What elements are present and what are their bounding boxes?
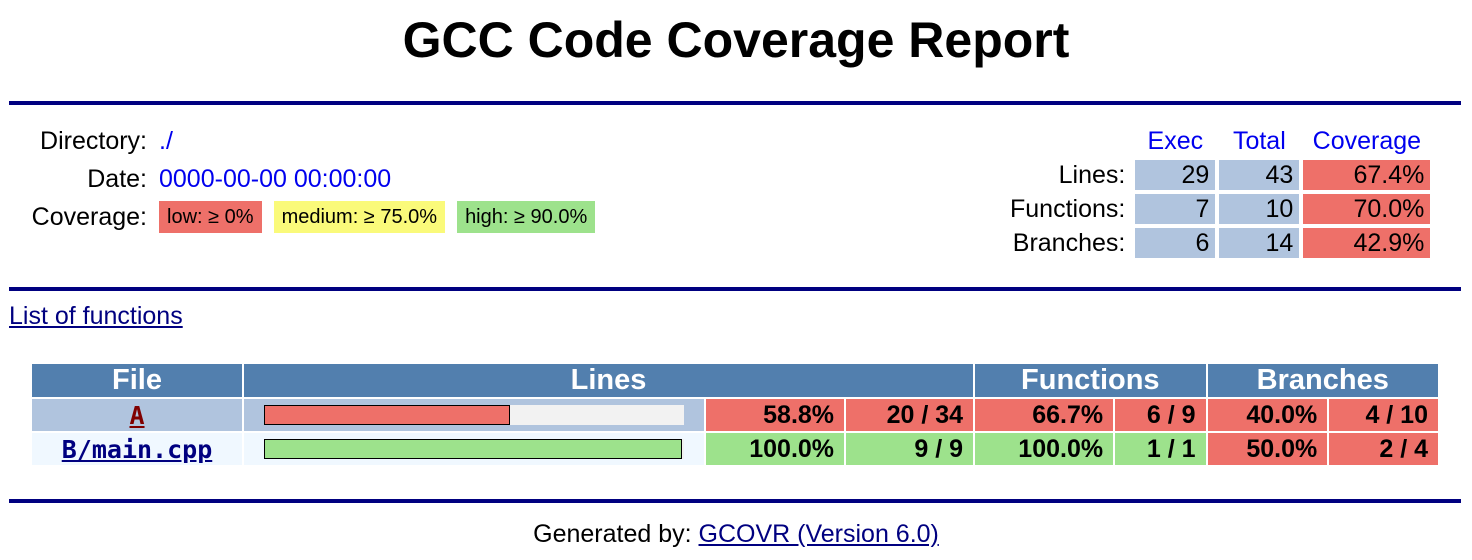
- legend-low: low: ≥ 0%: [159, 201, 262, 233]
- summary-exec: 6: [1135, 228, 1216, 258]
- table-row: B/main.cpp 100.0% 9 / 9 100.0% 1 / 1 50.…: [32, 433, 1438, 465]
- file-link-a[interactable]: A: [129, 400, 145, 430]
- coverage-bar-fill: [264, 439, 682, 459]
- summary-total: 10: [1219, 194, 1300, 224]
- gcovr-link[interactable]: GCOVR (Version 6.0): [698, 520, 939, 548]
- functions-percent: 100.0%: [975, 433, 1114, 465]
- summary-coverage: 42.9%: [1303, 228, 1431, 258]
- header-lines: Lines: [244, 364, 974, 397]
- legend-high: high: ≥ 90.0%: [457, 201, 596, 233]
- header-functions: Functions: [975, 364, 1206, 397]
- lines-fraction: 9 / 9: [846, 433, 974, 465]
- file-coverage-table: File Lines Functions Branches A 58.8% 20…: [30, 362, 1440, 467]
- date-label: Date:: [87, 164, 147, 193]
- table-header-row: File Lines Functions Branches: [32, 364, 1438, 397]
- generated-by-label: Generated by:: [533, 520, 692, 548]
- functions-percent: 66.7%: [975, 399, 1114, 431]
- divider: [9, 101, 1461, 105]
- summary-label: Functions:: [1010, 194, 1126, 223]
- functions-fraction: 1 / 1: [1115, 433, 1206, 465]
- directory-label: Directory:: [40, 126, 147, 155]
- divider: [9, 499, 1461, 503]
- directory-row: Directory: ./: [9, 122, 607, 160]
- summary-coverage: 70.0%: [1303, 194, 1431, 224]
- summary-label: Lines:: [1058, 160, 1126, 189]
- legend-medium: medium: ≥ 75.0%: [273, 201, 446, 233]
- branches-percent: 40.0%: [1207, 399, 1328, 431]
- file-link-b-main-cpp[interactable]: B/main.cpp: [61, 434, 213, 464]
- list-of-functions-link[interactable]: List of functions: [9, 302, 183, 330]
- summary-table: Exec Total Coverage Lines: 29 43 67.4% F…: [1000, 122, 1434, 262]
- table-row: A 58.8% 20 / 34 66.7% 6 / 9 40.0% 4 / 10: [32, 399, 1438, 431]
- summary-exec: 29: [1135, 160, 1216, 190]
- branches-fraction: 4 / 10: [1329, 399, 1438, 431]
- divider: [9, 287, 1461, 291]
- header-branches: Branches: [1207, 364, 1438, 397]
- page-title: GCC Code Coverage Report: [402, 12, 1070, 68]
- summary-header-exec: Exec: [1147, 126, 1204, 155]
- coverage-label: Coverage:: [31, 202, 147, 231]
- coverage-legend-row: Coverage: low: ≥ 0% medium: ≥ 75.0% high…: [9, 198, 607, 236]
- branches-percent: 50.0%: [1207, 433, 1328, 465]
- summary-row-functions: Functions: 7 10 70.0%: [1004, 194, 1431, 224]
- summary-total: 43: [1219, 160, 1300, 190]
- summary-label: Branches:: [1012, 228, 1126, 257]
- report-info: Directory: ./ Date: 0000-00-00 00:00:00 …: [9, 122, 607, 236]
- summary-row-branches: Branches: 6 14 42.9%: [1004, 228, 1431, 258]
- lines-percent: 100.0%: [706, 433, 845, 465]
- summary-header-coverage: Coverage: [1312, 126, 1422, 155]
- coverage-bar: [244, 399, 704, 431]
- functions-fraction: 6 / 9: [1115, 399, 1206, 431]
- header-file: File: [32, 364, 242, 397]
- summary-coverage: 67.4%: [1303, 160, 1431, 190]
- directory-value: ./: [159, 126, 173, 155]
- branches-fraction: 2 / 4: [1329, 433, 1438, 465]
- summary-total: 14: [1219, 228, 1300, 258]
- date-row: Date: 0000-00-00 00:00:00: [9, 160, 607, 198]
- lines-percent: 58.8%: [706, 399, 845, 431]
- coverage-bar-fill: [264, 405, 510, 425]
- coverage-bar: [244, 433, 704, 465]
- summary-exec: 7: [1135, 194, 1216, 224]
- date-value: 0000-00-00 00:00:00: [159, 164, 392, 193]
- footer: Generated by: GCOVR (Version 6.0): [0, 520, 1472, 549]
- summary-header-total: Total: [1232, 126, 1286, 155]
- lines-fraction: 20 / 34: [846, 399, 974, 431]
- summary-row-lines: Lines: 29 43 67.4%: [1004, 160, 1431, 190]
